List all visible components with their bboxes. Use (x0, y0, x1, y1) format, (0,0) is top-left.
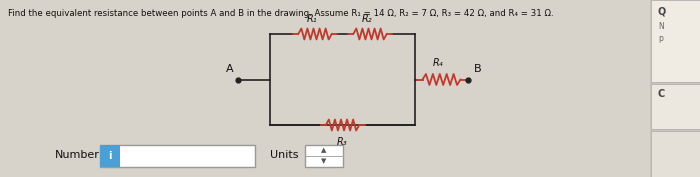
Text: R₄: R₄ (433, 58, 444, 67)
FancyBboxPatch shape (100, 145, 120, 167)
Text: ▲: ▲ (321, 147, 327, 153)
Text: Units: Units (270, 150, 298, 160)
FancyBboxPatch shape (305, 145, 343, 167)
Text: A: A (226, 64, 234, 75)
FancyBboxPatch shape (651, 84, 700, 129)
FancyBboxPatch shape (0, 0, 650, 177)
Text: Number: Number (55, 150, 100, 160)
Text: N: N (658, 22, 664, 31)
FancyBboxPatch shape (651, 131, 700, 177)
FancyBboxPatch shape (651, 0, 700, 82)
Text: R₂: R₂ (362, 14, 372, 24)
Text: R₁: R₁ (307, 14, 317, 24)
Text: p: p (658, 34, 663, 43)
Text: i: i (108, 151, 112, 161)
Text: C: C (658, 89, 665, 99)
Text: Q: Q (658, 6, 666, 16)
Text: B: B (474, 64, 482, 75)
Text: ▼: ▼ (321, 158, 327, 164)
Text: R₃: R₃ (337, 137, 348, 147)
Text: Find the equivalent resistance between points A and B in the drawing. Assume R₁ : Find the equivalent resistance between p… (8, 9, 554, 18)
FancyBboxPatch shape (100, 145, 255, 167)
